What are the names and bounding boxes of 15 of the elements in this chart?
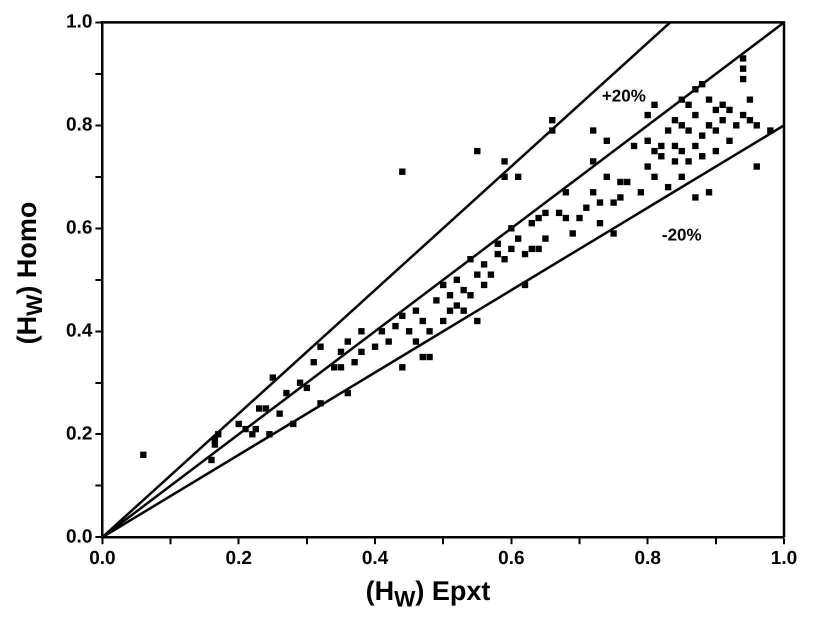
x-tick-label: 0.4 [362, 548, 389, 569]
x-axis-title: (H$_{W}$) Epxt [364, 576, 492, 612]
annotation: +20% [602, 86, 646, 106]
x-tick-label: 1.0 [770, 548, 798, 569]
y-tick-label: 1.0 [66, 12, 92, 33]
x-tick-label: 0.2 [226, 548, 252, 569]
x-tick-label: 0.0 [89, 548, 116, 569]
y-tick-label: 0.2 [66, 423, 92, 444]
y-tick-label: 0.0 [66, 526, 92, 548]
x-tick-label: 0.8 [634, 548, 661, 569]
y-tick-label: 0.6 [66, 218, 92, 239]
y-tick-label: 0.8 [66, 114, 92, 136]
y-tick-label: 0.4 [66, 320, 93, 342]
x-tick-label: 0.6 [498, 548, 525, 569]
annotation: -20% [662, 226, 702, 245]
